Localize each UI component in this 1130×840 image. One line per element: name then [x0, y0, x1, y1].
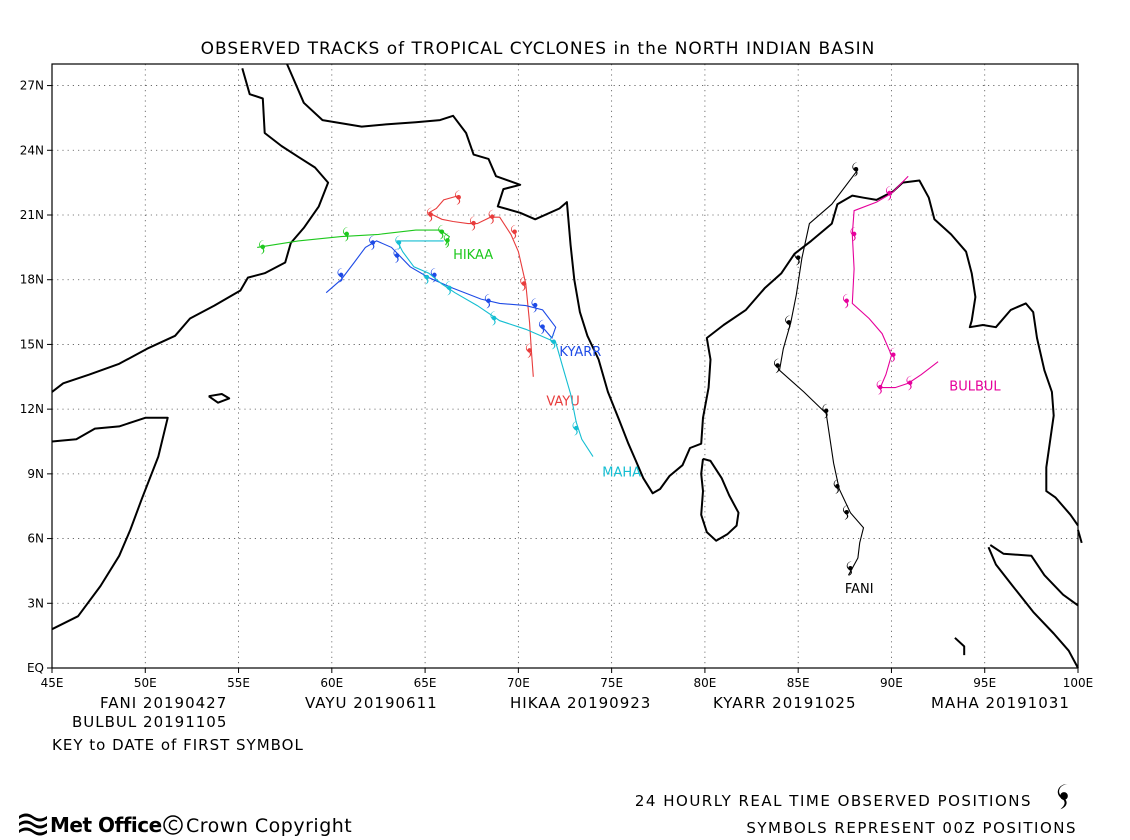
cyclone-symbol-fani [785, 315, 792, 331]
map-title: OBSERVED TRACKS of TROPICAL CYCLONES in … [201, 39, 876, 59]
cyclone-symbol-vayu [520, 276, 527, 292]
lon-tick-label: 85E [787, 676, 810, 690]
storm-label-fani: FANI [845, 582, 874, 597]
cyclone-symbol-vayu [488, 209, 495, 225]
track-line-maha [396, 240, 594, 457]
cyclone-symbol-kyarr [393, 248, 400, 264]
storm-vayu: VAYU [427, 190, 580, 410]
lon-tick-label: 80E [693, 676, 716, 690]
cyclone-symbol-hikaa [443, 233, 450, 249]
lon-tick-label: 60E [320, 676, 343, 690]
lat-tick-label: EQ [27, 661, 44, 675]
coastline-iran-pakistan-india [286, 63, 1079, 527]
coastline-arabia [51, 68, 330, 393]
lon-tick-label: 70E [507, 676, 530, 690]
logo-text: Met Office [50, 813, 162, 837]
coastline-africa-arabia [51, 416, 169, 631]
lat-tick-label: 21N [20, 208, 44, 222]
lat-tick-label: 9N [27, 467, 44, 481]
storm-bulbul: BULBUL [843, 175, 1001, 395]
map-frame [51, 63, 1079, 669]
cyclone-symbol-vayu [427, 207, 433, 223]
track-line-fani [778, 169, 865, 576]
cyclone-symbol-kyarr [369, 235, 376, 251]
lat-tick-label: 6N [27, 532, 44, 546]
coastline-sri-lanka [700, 457, 740, 542]
storm-label-maha: MAHA [602, 466, 641, 481]
key-entry-maha: MAHA 20191031 [931, 694, 1070, 712]
cyclone-symbol-bulbul [843, 293, 849, 309]
cyclone-symbol-fani [794, 250, 801, 266]
cyclone-symbol-kyarr [484, 293, 491, 309]
cyclone-symbol-kyarr [538, 319, 545, 335]
storm-maha: MAHA [395, 235, 641, 481]
lon-tick-label: 95E [973, 676, 996, 690]
lat-tick-label: 3N [27, 596, 44, 610]
key-entry-fani: FANI 20190427 [100, 694, 227, 712]
track-line-vayu [427, 195, 534, 377]
track-line-hikaa [257, 229, 450, 248]
cyclone-symbol-bulbul [850, 226, 857, 242]
cyclone-symbol-hikaa [438, 224, 445, 240]
lat-tick-label: 18N [20, 273, 44, 287]
copyright-text: Crown Copyright [186, 815, 352, 837]
storm-label-hikaa: HIKAA [453, 248, 493, 263]
legend-line-2: SYMBOLS REPRESENT 00Z POSITIONS [746, 819, 1077, 837]
coastlines [51, 63, 1083, 669]
cyclone-symbol-fani [852, 162, 859, 177]
key-entry-kyarr: KYARR 20191025 [713, 694, 857, 712]
lat-tick-label: 15N [20, 337, 44, 351]
cyclone-symbol-maha [572, 421, 579, 436]
lon-tick-label: 50E [134, 676, 157, 690]
key-entry-vayu: VAYU 20190611 [305, 694, 438, 712]
key-entry-bulbul: BULBUL 20191105 [72, 713, 227, 731]
copyright-icon [163, 815, 183, 835]
storm-hikaa: HIKAA [257, 224, 493, 263]
map-axes: 45E 50E 55E 60E 65E 70E 75E 80E 85E 90E 95E 100E EQ 3… [20, 79, 1094, 690]
lat-tick-label: 27N [20, 79, 44, 93]
cyclone-symbol-kyarr [531, 298, 538, 313]
lon-tick-label: 45E [41, 676, 64, 690]
coastline-sumatra-west [987, 546, 1079, 669]
coastline-nicobar [954, 637, 966, 656]
storm-tracks: FANI VAYU HIKAA KYARR MAHA BULBUL [257, 162, 1001, 597]
key-entry-hikaa: HIKAA 20190923 [510, 694, 651, 712]
lon-tick-label: 65E [414, 676, 437, 690]
key-caption: KEY to DATE of FIRST SYMBOL [52, 736, 304, 754]
cyclone-symbol-hikaa [343, 226, 349, 242]
cyclone-symbol-icon [1057, 784, 1068, 810]
cyclone-symbol-maha [550, 334, 557, 350]
cyclone-symbol-bulbul [885, 185, 892, 201]
storm-fani: FANI [774, 162, 874, 597]
graticule-grid [52, 64, 1078, 668]
cyclone-symbol-fani [774, 358, 780, 374]
lon-tick-label: 55E [227, 676, 250, 690]
cyclone-symbol-maha [445, 280, 452, 296]
lon-tick-label: 90E [880, 676, 903, 690]
first-date-key: FANI 20190427 VAYU 20190611 HIKAA 20190923… [72, 694, 1070, 731]
lon-tick-label: 75E [600, 676, 623, 690]
met-office-logo: Met Office [19, 813, 162, 837]
copyright: Crown Copyright [163, 815, 352, 837]
lon-tick-label: 100E [1063, 676, 1094, 690]
copyright-c-glyph [168, 819, 178, 831]
coastline-malaya [1077, 529, 1083, 544]
coastline-socotra [208, 393, 231, 404]
storm-label-bulbul: BULBUL [949, 379, 1001, 394]
lat-tick-label: 12N [20, 402, 44, 416]
cyclone-symbol-vayu [455, 190, 461, 205]
coastline-sumatra-malaya [989, 544, 1079, 607]
track-line-bulbul [851, 175, 939, 389]
met-office-waves-icon [19, 813, 47, 836]
storm-label-kyarr: KYARR [559, 345, 601, 360]
cyclone-symbol-fani [833, 479, 840, 494]
cyclone-symbol-maha [490, 311, 497, 326]
lat-tick-label: 24N [20, 143, 44, 157]
legend-line-1: 24 HOURLY REAL TIME OBSERVED POSITIONS [635, 792, 1032, 810]
storm-label-vayu: VAYU [546, 395, 579, 410]
cyclone-symbol-bulbul [876, 380, 883, 395]
track-line-kyarr [325, 240, 557, 340]
